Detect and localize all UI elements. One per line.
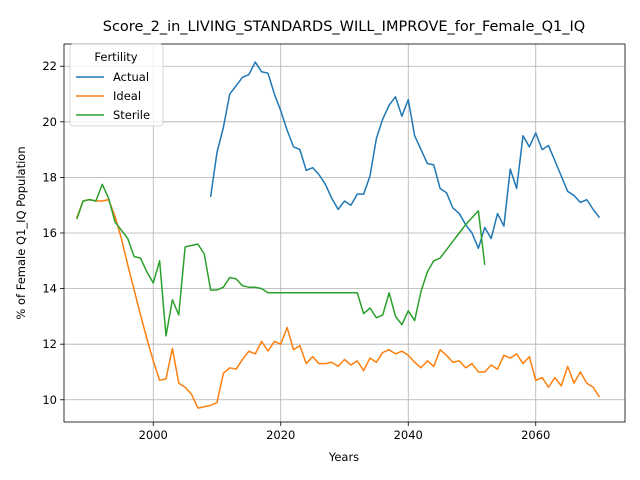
y-tick-label: 10 <box>42 393 57 407</box>
x-axis-ticks: 2000 2020 2040 2060 <box>139 422 550 442</box>
x-axis-label: Years <box>328 450 359 464</box>
legend-label-ideal: Ideal <box>113 89 141 103</box>
legend-label-sterile: Sterile <box>113 108 150 122</box>
series-line-ideal <box>76 198 601 409</box>
series-line-sterile <box>76 183 486 337</box>
y-axis-ticks: 10 12 14 16 18 20 22 <box>42 59 64 407</box>
legend-title: Fertility <box>94 50 137 64</box>
x-tick-label: 2060 <box>521 428 550 442</box>
x-tick-label: 2020 <box>266 428 295 442</box>
y-tick-label: 22 <box>42 59 57 73</box>
y-tick-label: 20 <box>42 115 57 129</box>
legend-label-actual: Actual <box>113 70 149 84</box>
legend: Fertility Actual Ideal Sterile <box>69 43 164 127</box>
series-layer <box>76 61 601 409</box>
legend-box <box>69 43 164 127</box>
y-axis-label: % of Female Q1_IQ Population <box>14 146 28 319</box>
series-line-actual <box>209 61 601 250</box>
y-tick-label: 16 <box>42 226 57 240</box>
x-tick-label: 2040 <box>394 428 423 442</box>
grid <box>64 44 625 422</box>
y-tick-label: 14 <box>42 282 57 296</box>
chart-title: Score_2_in_LIVING_STANDARDS_WILL_IMPROVE… <box>103 19 585 35</box>
y-tick-label: 18 <box>42 170 57 184</box>
y-tick-label: 12 <box>42 337 57 351</box>
x-tick-label: 2000 <box>139 428 168 442</box>
